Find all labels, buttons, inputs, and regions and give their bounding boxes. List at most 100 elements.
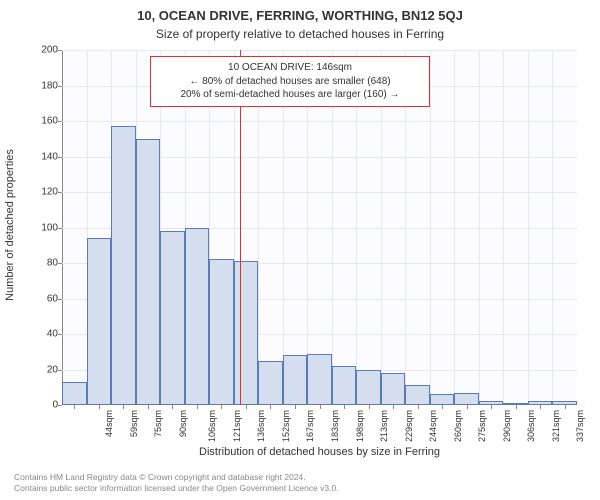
x-tick-label: 59sqm [129, 410, 139, 437]
chart-title: 10, OCEAN DRIVE, FERRING, WORTHING, BN12… [0, 0, 600, 23]
x-tick-mark [74, 405, 75, 409]
y-tick-label: 20 [28, 364, 58, 375]
y-tick-mark [58, 334, 62, 335]
x-tick-mark [516, 405, 517, 409]
y-tick-label: 80 [28, 258, 58, 269]
x-tick-mark [369, 405, 370, 409]
gridline-v [479, 50, 480, 405]
x-tick-mark [393, 405, 394, 409]
plot-area: 10 OCEAN DRIVE: 146sqm ← 80% of detached… [62, 50, 577, 405]
x-tick-label: 321sqm [551, 410, 561, 442]
x-tick-mark [295, 405, 296, 409]
x-tick-label: 152sqm [281, 410, 291, 442]
x-tick-mark [99, 405, 100, 409]
x-tick-label: 106sqm [207, 410, 217, 442]
x-tick-mark [172, 405, 173, 409]
x-tick-mark [246, 405, 247, 409]
gridline-v [454, 50, 455, 405]
footer-line1: Contains HM Land Registry data © Crown c… [14, 472, 339, 483]
x-tick-label: 306sqm [526, 410, 536, 442]
gridline-v [503, 50, 504, 405]
histogram-bar [62, 382, 87, 405]
y-tick-label: 100 [28, 222, 58, 233]
histogram-bar [160, 231, 185, 405]
x-tick-label: 44sqm [104, 410, 114, 437]
x-tick-mark [123, 405, 124, 409]
x-tick-label: 275sqm [477, 410, 487, 442]
annotation-line2: ← 80% of detached houses are smaller (64… [157, 75, 423, 89]
x-tick-mark [270, 405, 271, 409]
gridline-v [528, 50, 529, 405]
footer: Contains HM Land Registry data © Crown c… [14, 472, 339, 494]
footer-line2: Contains public sector information licen… [14, 483, 339, 494]
y-tick-label: 180 [28, 80, 58, 91]
y-tick-label: 60 [28, 293, 58, 304]
y-tick-label: 0 [28, 400, 58, 411]
gridline-h [62, 121, 577, 122]
x-tick-mark [442, 405, 443, 409]
x-tick-label: 244sqm [428, 410, 438, 442]
y-tick-label: 200 [28, 45, 58, 56]
histogram-bar [185, 228, 210, 406]
gridline-v [552, 50, 553, 405]
x-tick-mark [540, 405, 541, 409]
x-tick-label: 136sqm [256, 410, 266, 442]
x-tick-label: 260sqm [453, 410, 463, 442]
y-tick-label: 120 [28, 187, 58, 198]
y-axis-label: Number of detached properties [4, 149, 16, 301]
y-tick-mark [58, 299, 62, 300]
y-tick-label: 140 [28, 151, 58, 162]
histogram-bar [405, 385, 430, 405]
histogram-bar [307, 354, 332, 405]
y-tick-mark [58, 50, 62, 51]
chart-container: 10, OCEAN DRIVE, FERRING, WORTHING, BN12… [0, 0, 600, 500]
histogram-bar [111, 126, 136, 405]
y-tick-mark [58, 192, 62, 193]
histogram-bar [136, 139, 161, 405]
x-tick-mark [197, 405, 198, 409]
histogram-bar [209, 259, 234, 405]
x-tick-mark [418, 405, 419, 409]
y-tick-mark [58, 228, 62, 229]
annotation-line3: 20% of semi-detached houses are larger (… [157, 88, 423, 102]
x-tick-mark [221, 405, 222, 409]
x-tick-label: 337sqm [575, 410, 585, 442]
x-tick-label: 183sqm [330, 410, 340, 442]
gridline-h [62, 50, 577, 51]
histogram-bar [430, 394, 455, 405]
x-tick-label: 213sqm [379, 410, 389, 442]
y-tick-mark [58, 157, 62, 158]
x-tick-label: 121sqm [232, 410, 242, 442]
histogram-bar [258, 361, 283, 405]
histogram-bar [87, 238, 112, 405]
x-tick-mark [565, 405, 566, 409]
x-tick-mark [344, 405, 345, 409]
x-tick-mark [467, 405, 468, 409]
annotation-line1: 10 OCEAN DRIVE: 146sqm [157, 61, 423, 75]
y-tick-mark [58, 121, 62, 122]
x-tick-label: 198sqm [355, 410, 365, 442]
x-tick-label: 90sqm [178, 410, 188, 437]
histogram-bar [332, 366, 357, 405]
histogram-bar [381, 373, 406, 405]
x-tick-label: 167sqm [305, 410, 315, 442]
histogram-bar [356, 370, 381, 406]
x-tick-mark [491, 405, 492, 409]
annotation-box: 10 OCEAN DRIVE: 146sqm ← 80% of detached… [150, 56, 430, 107]
x-tick-label: 75sqm [153, 410, 163, 437]
histogram-bar [454, 393, 479, 405]
x-tick-label: 229sqm [404, 410, 414, 442]
y-tick-label: 40 [28, 329, 58, 340]
histogram-bar [283, 355, 308, 405]
y-tick-mark [58, 370, 62, 371]
x-tick-mark [148, 405, 149, 409]
x-tick-mark [320, 405, 321, 409]
x-axis-label: Distribution of detached houses by size … [62, 446, 577, 458]
x-tick-label: 290sqm [502, 410, 512, 442]
y-tick-mark [58, 263, 62, 264]
y-tick-mark [58, 86, 62, 87]
y-tick-label: 160 [28, 116, 58, 127]
y-tick-mark [58, 405, 62, 406]
chart-subtitle: Size of property relative to detached ho… [0, 23, 600, 41]
histogram-bar [234, 261, 259, 405]
